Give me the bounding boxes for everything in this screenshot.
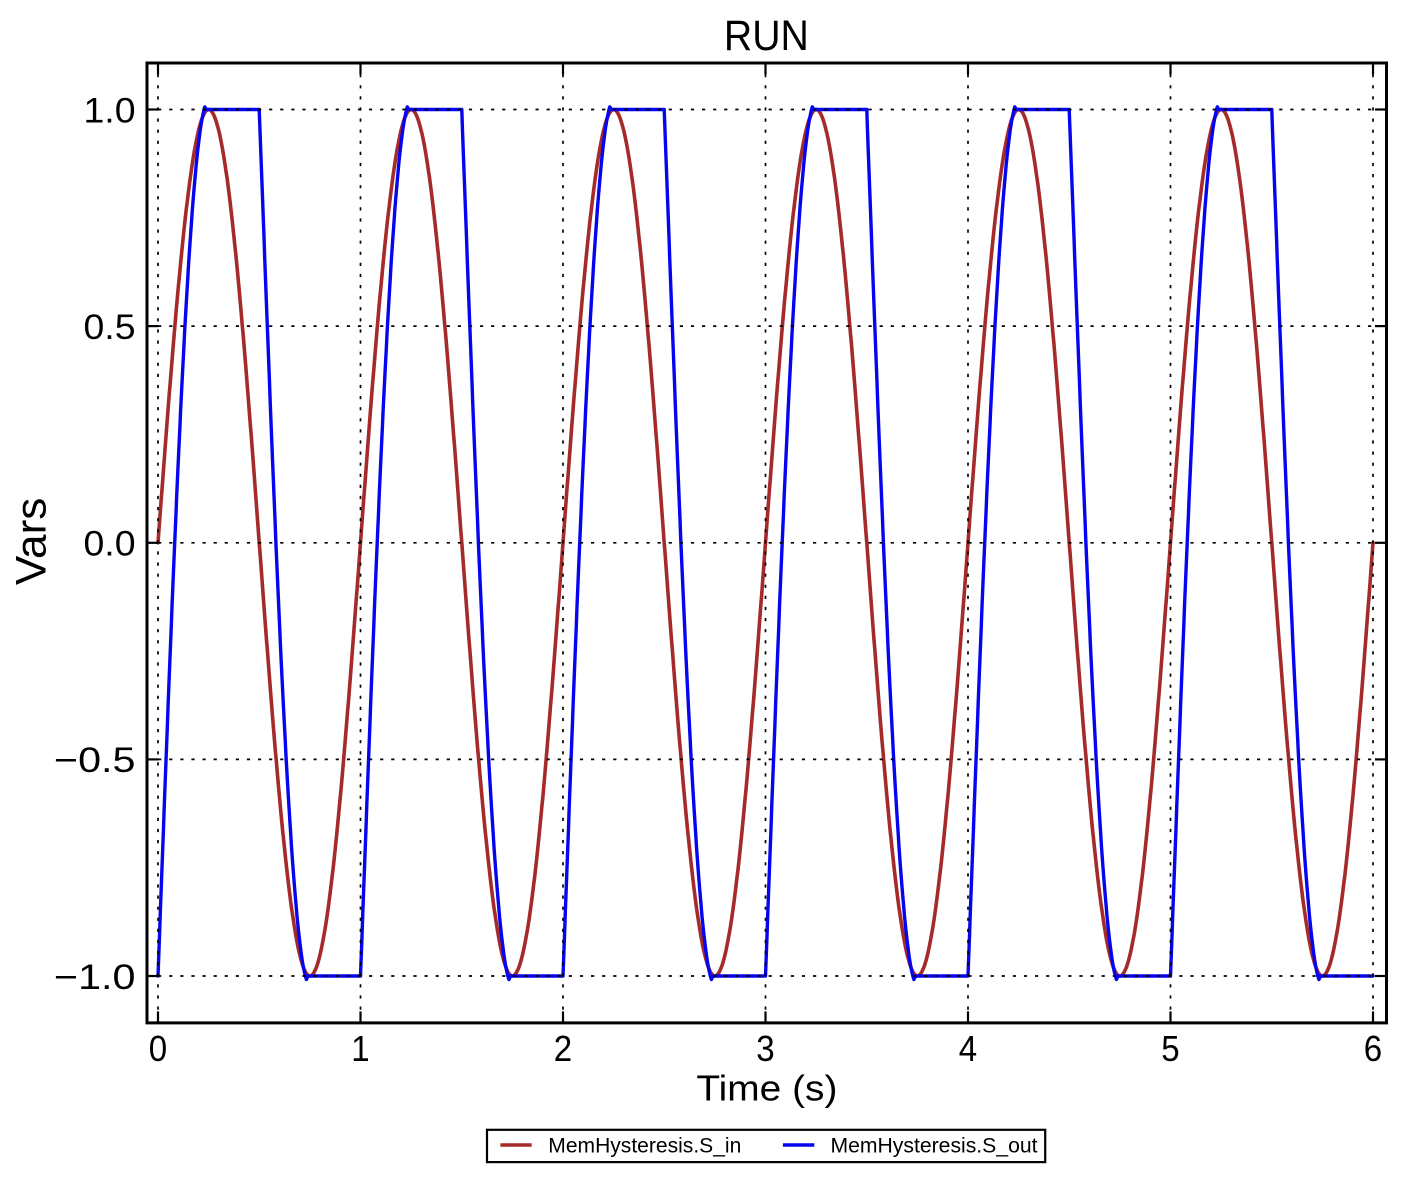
svg-text:0: 0	[149, 1028, 167, 1069]
svg-text:1.0: 1.0	[84, 91, 136, 130]
svg-text:4: 4	[959, 1028, 977, 1069]
svg-text:2: 2	[554, 1028, 572, 1069]
svg-text:6: 6	[1364, 1028, 1382, 1069]
svg-text:MemHysteresis.S_out: MemHysteresis.S_out	[831, 1135, 1038, 1158]
svg-text:5: 5	[1161, 1028, 1179, 1069]
svg-text:0.0: 0.0	[84, 525, 136, 564]
svg-text:Time (s): Time (s)	[696, 1067, 837, 1108]
svg-text:Vars: Vars	[8, 498, 56, 586]
svg-text:MemHysteresis.S_in: MemHysteresis.S_in	[548, 1135, 741, 1158]
svg-text:−1.0: −1.0	[54, 958, 136, 997]
svg-text:1: 1	[351, 1028, 369, 1069]
svg-text:RUN: RUN	[724, 12, 809, 60]
svg-text:0.5: 0.5	[84, 308, 136, 347]
svg-text:−0.5: −0.5	[54, 741, 136, 780]
svg-text:3: 3	[756, 1028, 774, 1069]
